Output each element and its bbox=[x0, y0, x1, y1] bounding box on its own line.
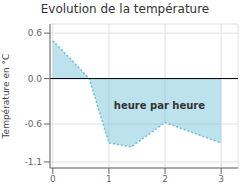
svg-text:1: 1 bbox=[106, 174, 112, 184]
svg-text:Température en °C: Température en °C bbox=[8, 54, 11, 140]
svg-text:-1.1: -1.1 bbox=[24, 157, 42, 167]
svg-text:2: 2 bbox=[162, 174, 168, 184]
svg-text:0.6: 0.6 bbox=[28, 28, 43, 38]
html-text:Evolution de la température: Evolution de la température bbox=[40, 2, 210, 16]
svg-text:-0.6: -0.6 bbox=[24, 119, 42, 129]
svg-text:heure par heure: heure par heure bbox=[114, 100, 205, 111]
svg-text:3: 3 bbox=[218, 174, 224, 184]
svg-text:0: 0 bbox=[50, 174, 56, 184]
svg-text:0.0: 0.0 bbox=[28, 74, 43, 84]
